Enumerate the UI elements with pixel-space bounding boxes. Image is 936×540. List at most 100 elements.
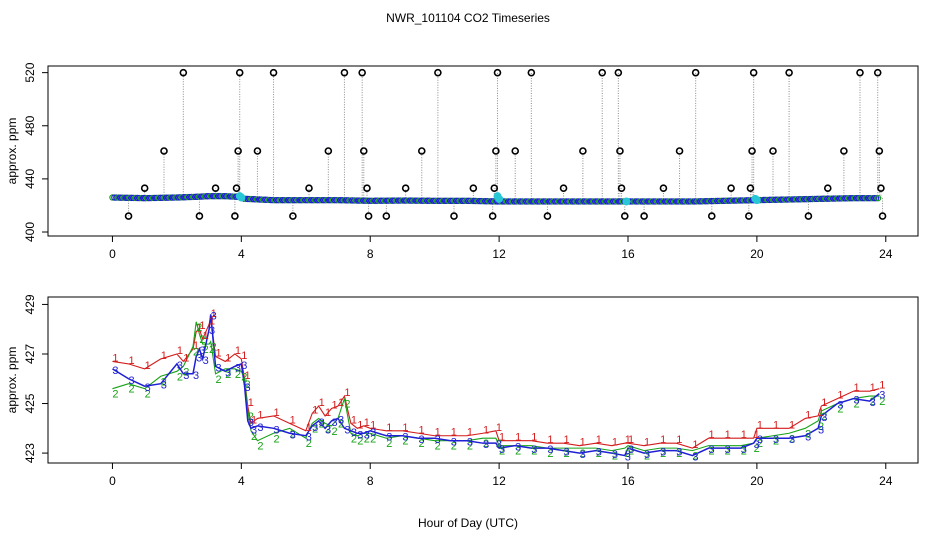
series-3-marker: 3 — [386, 432, 392, 444]
series-1-marker: 1 — [741, 429, 747, 441]
series-1-marker: 1 — [402, 422, 408, 434]
baseline-point — [776, 196, 783, 203]
series-2-marker: 2 — [215, 374, 221, 386]
series-1-marker: 1 — [789, 419, 795, 431]
series-3-marker: 3 — [773, 434, 779, 446]
baseline-point — [347, 197, 354, 204]
series-1-marker: 1 — [644, 437, 650, 449]
series-2-marker: 2 — [338, 418, 344, 430]
baseline-point — [700, 198, 708, 205]
series-2-marker: 2 — [235, 369, 241, 381]
baseline-point — [472, 197, 480, 205]
baseline-point — [693, 198, 700, 205]
spike-point — [727, 184, 735, 192]
baseline-point — [161, 194, 168, 201]
baseline-point — [503, 198, 511, 205]
series-2-marker: 2 — [837, 404, 843, 416]
baseline-point — [511, 198, 518, 205]
baseline-point — [329, 196, 337, 204]
spike-point — [804, 212, 813, 220]
y-tick-label: 400 — [23, 222, 37, 242]
baseline-point — [333, 196, 340, 204]
baseline-point — [149, 194, 157, 202]
baseline-point — [136, 194, 143, 202]
series-2-marker: 2 — [725, 446, 731, 458]
series-3-marker: 3 — [290, 429, 296, 441]
baseline-point — [482, 197, 489, 205]
series-3-marker: 3 — [580, 449, 586, 461]
baseline-point — [731, 197, 739, 204]
baseline-point — [316, 196, 323, 204]
spike-point — [324, 147, 333, 155]
x-tick-label: 20 — [750, 247, 764, 261]
series-3-marker: 3 — [496, 439, 502, 451]
series-1-marker: 1 — [112, 352, 118, 364]
series-2-marker: 2 — [193, 347, 199, 359]
baseline-point — [859, 194, 866, 202]
series-3-marker: 3 — [499, 444, 505, 456]
spike-point — [289, 212, 297, 220]
baseline-point — [416, 197, 424, 204]
spike-point — [305, 184, 313, 192]
series-2-marker: 2 — [128, 384, 134, 396]
spike-point — [492, 147, 500, 155]
baseline-point — [464, 197, 472, 205]
baseline-point — [532, 198, 540, 205]
x-tick-label: 4 — [238, 474, 245, 488]
series-2-marker: 2 — [325, 423, 331, 435]
baseline-point — [795, 196, 802, 203]
baseline-point — [729, 197, 737, 204]
baseline-point — [153, 194, 161, 202]
baseline-point — [799, 195, 806, 203]
series-3-marker: 3 — [757, 434, 763, 446]
baseline-point — [418, 197, 425, 204]
baseline-point — [656, 198, 663, 205]
baseline-point — [389, 197, 396, 204]
baseline-point — [348, 197, 356, 204]
series-1-marker: 1 — [203, 330, 209, 342]
baseline-point — [113, 194, 120, 201]
baseline-point — [128, 194, 135, 202]
baseline-point — [720, 197, 727, 205]
series-2-marker: 2 — [757, 438, 763, 450]
series-2-marker: 2 — [531, 446, 537, 458]
baseline-point — [807, 195, 814, 203]
baseline-point — [420, 197, 427, 204]
baseline-point — [782, 196, 789, 203]
series-2-marker: 2 — [241, 371, 247, 383]
baseline-point — [741, 197, 748, 204]
baseline-point — [157, 194, 164, 202]
plot-frame — [47, 296, 919, 464]
series-2-marker: 2 — [741, 446, 747, 458]
baseline-point — [155, 194, 163, 202]
spike-point — [382, 212, 391, 220]
spike-point — [614, 68, 623, 77]
spike-point — [232, 184, 241, 192]
series-2-marker: 2 — [499, 446, 505, 458]
baseline-point — [147, 194, 155, 202]
series-3-marker: 3 — [306, 432, 312, 444]
series-2-marker: 2 — [177, 371, 183, 383]
series-3-marker: 3 — [789, 434, 795, 446]
series-2-marker: 2 — [183, 366, 189, 378]
baseline-point — [144, 194, 151, 202]
baseline-point — [553, 198, 561, 205]
baseline-point — [812, 195, 820, 203]
series-2-marker: 2 — [612, 451, 618, 463]
series-2-marker: 2 — [625, 448, 631, 460]
series-3-marker: 3 — [741, 444, 747, 456]
spike-point — [358, 68, 366, 77]
series-2-marker: 2 — [580, 448, 586, 460]
series-2-marker: 2 — [676, 448, 682, 460]
series-1-marker: 1 — [370, 419, 376, 431]
series-1-marker: 1 — [351, 414, 357, 426]
series-1-marker: 1 — [183, 352, 189, 364]
series-1-marker: 1 — [531, 432, 537, 444]
series-2-marker: 2 — [773, 436, 779, 448]
baseline-point — [385, 197, 393, 204]
spike-point — [211, 184, 220, 192]
series-3-marker: 3 — [676, 447, 682, 459]
series-3-marker: 3 — [357, 429, 363, 441]
series-1-marker: 1 — [215, 347, 221, 359]
baseline-point — [130, 194, 137, 202]
